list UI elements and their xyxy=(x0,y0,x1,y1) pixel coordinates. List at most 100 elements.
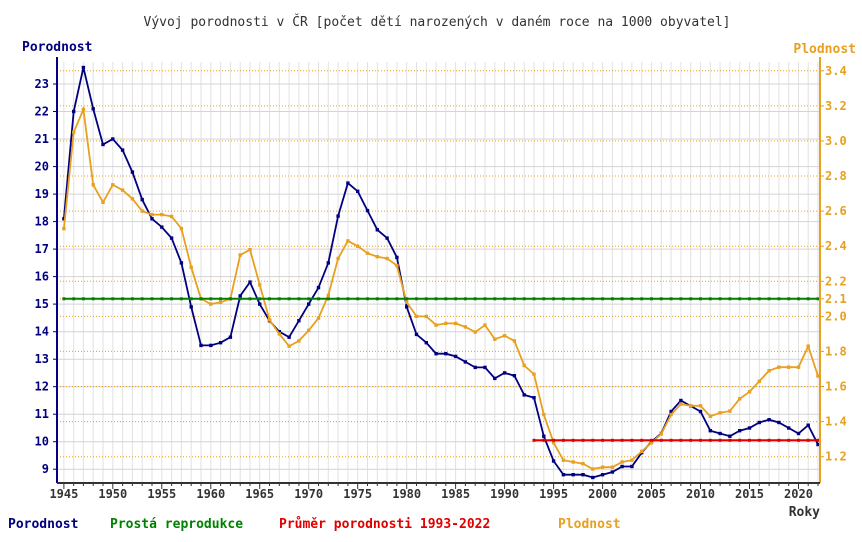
y2-tick-label: 3.0 xyxy=(825,134,847,148)
reference-point xyxy=(91,297,95,301)
reference-point xyxy=(591,438,595,442)
data-point xyxy=(757,379,761,383)
reference-point xyxy=(81,297,85,301)
data-point xyxy=(209,343,213,348)
reference-point xyxy=(395,297,399,301)
reference-point xyxy=(405,297,409,301)
reference-point xyxy=(787,297,791,301)
data-point xyxy=(424,314,428,319)
reference-point xyxy=(689,438,693,442)
reference-point xyxy=(287,297,291,301)
data-point xyxy=(414,314,419,319)
reference-point xyxy=(140,297,144,301)
data-point xyxy=(698,404,703,408)
reference-point xyxy=(532,297,536,301)
data-point xyxy=(189,305,193,309)
reference-point xyxy=(699,438,702,442)
data-point xyxy=(287,344,291,348)
reference-point xyxy=(297,297,301,301)
reference-point xyxy=(512,297,516,301)
series-4 xyxy=(532,438,820,442)
reference-point xyxy=(189,297,193,301)
data-point xyxy=(649,441,654,445)
reference-point xyxy=(728,438,732,442)
legend: Porodnost Prostá reprodukce Průměr porod… xyxy=(8,517,621,532)
data-point xyxy=(111,137,115,141)
data-point xyxy=(424,341,428,345)
reference-point xyxy=(444,297,448,301)
data-point xyxy=(277,330,281,334)
data-point xyxy=(130,170,135,174)
data-point xyxy=(453,321,458,326)
reference-point xyxy=(767,438,771,442)
reference-point xyxy=(797,297,800,301)
data-point xyxy=(326,261,330,265)
data-point xyxy=(316,285,321,290)
y2-tick-label: 3.4 xyxy=(825,64,847,78)
reference-point xyxy=(72,297,76,301)
reference-point xyxy=(179,297,183,301)
data-point xyxy=(816,442,820,447)
y2-tick-label: 2.6 xyxy=(825,204,847,218)
x-tick-label: 2010 xyxy=(686,487,715,501)
data-point xyxy=(747,426,752,430)
reference-point xyxy=(601,438,605,442)
reference-point xyxy=(679,297,683,301)
data-point xyxy=(787,426,791,430)
reference-point xyxy=(748,438,751,442)
data-point xyxy=(346,181,350,185)
data-point xyxy=(453,354,458,359)
reference-point xyxy=(258,297,262,301)
y-tick-label: 12 xyxy=(35,380,49,394)
reference-point xyxy=(738,297,742,301)
reference-point xyxy=(552,297,556,301)
x-tick-label: 2005 xyxy=(637,487,666,501)
reference-point xyxy=(591,297,595,301)
data-point xyxy=(375,228,379,232)
reference-point xyxy=(268,297,271,301)
reference-point xyxy=(748,297,751,301)
reference-point xyxy=(199,297,203,301)
data-point xyxy=(199,343,203,348)
data-point xyxy=(169,236,174,240)
data-point xyxy=(307,328,311,333)
data-point xyxy=(120,188,125,192)
data-point xyxy=(640,449,644,454)
y2-tick-label: 1.8 xyxy=(825,344,847,358)
reference-point xyxy=(561,297,565,301)
reference-point xyxy=(669,438,673,442)
y-tick-label: 10 xyxy=(35,435,49,449)
reference-point xyxy=(130,297,134,301)
data-point xyxy=(796,431,801,436)
y2-tick-label: 3.2 xyxy=(825,99,847,113)
x-tick-label: 2015 xyxy=(735,487,764,501)
data-point xyxy=(179,261,184,265)
reference-point xyxy=(620,438,624,442)
reference-point xyxy=(757,297,761,301)
reference-point xyxy=(552,438,556,442)
data-point xyxy=(767,418,771,422)
reference-point xyxy=(307,297,311,301)
x-axis-title: Roky xyxy=(789,505,820,520)
reference-point xyxy=(150,297,154,301)
data-point xyxy=(493,376,497,381)
data-point xyxy=(806,344,810,348)
data-point xyxy=(346,239,350,243)
data-point xyxy=(101,200,105,204)
data-point xyxy=(287,335,291,339)
data-point xyxy=(120,148,125,152)
data-point xyxy=(718,431,722,436)
data-point xyxy=(757,420,761,425)
data-point xyxy=(581,473,585,477)
reference-point xyxy=(777,438,781,442)
data-point xyxy=(336,256,340,261)
tick-labels: 9 10 11 12 13 14 15 16 17 18 19 20 21 22 23 1.2 1.4 1.6 1.… xyxy=(35,64,847,501)
data-point xyxy=(669,412,673,417)
data-point xyxy=(728,434,732,438)
data-point xyxy=(483,323,487,327)
data-point xyxy=(473,365,477,370)
y-tick-label: 9 xyxy=(42,462,49,476)
reference-point xyxy=(620,297,624,301)
reference-point xyxy=(659,438,663,442)
